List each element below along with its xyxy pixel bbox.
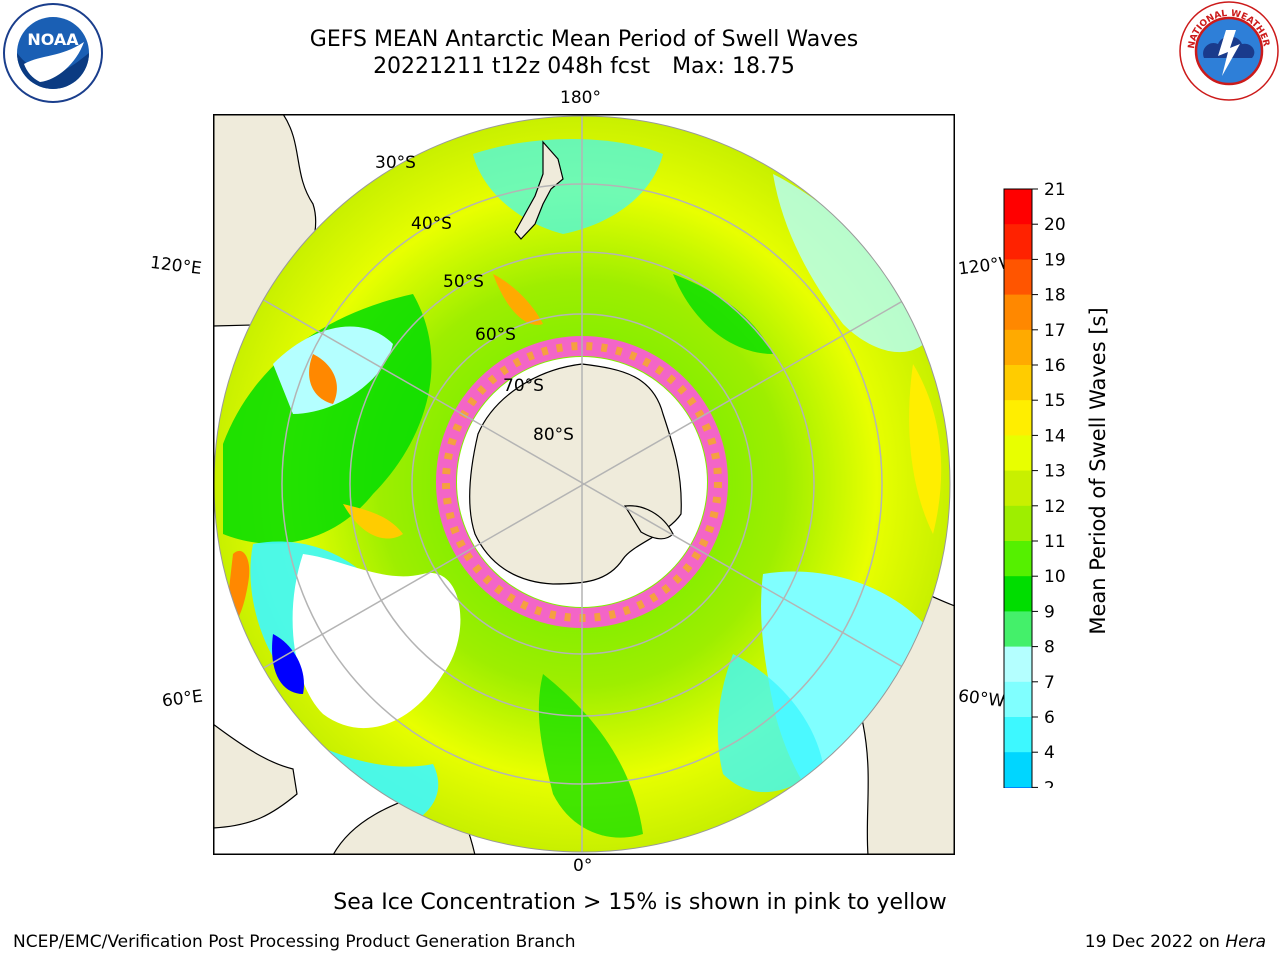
colorbar-tick-label: 7 [1044, 673, 1055, 693]
colorbar-tick-label: 17 [1044, 321, 1066, 341]
svg-text:NOAA: NOAA [27, 30, 79, 49]
colorbar-segment [1004, 752, 1032, 788]
colorbar-tick-label: 20 [1044, 215, 1066, 235]
colorbar-tick-label: 16 [1044, 356, 1066, 376]
colorbar-segment [1004, 717, 1032, 753]
forecast-run: 20221211 t12z 048h fcst [373, 54, 651, 79]
colorbar-segment [1004, 259, 1032, 296]
nws-logo: NATIONAL WEATHER SERVICE [1178, 0, 1279, 101]
colorbar-segment [1004, 576, 1032, 612]
colorbar-segment [1004, 400, 1032, 436]
chart-subtitle: 20221211 t12z 048h fcst Max: 18.75 [0, 54, 1168, 80]
max-value: Max: 18.75 [672, 54, 795, 79]
chart-title: GEFS MEAN Antarctic Mean Period of Swell… [309, 27, 859, 52]
colorbar-segment [1004, 681, 1032, 718]
colorbar-tick-label: 15 [1044, 391, 1066, 411]
sea-ice-caption: Sea Ice Concentration > 15% is shown in … [333, 890, 947, 915]
colorbar-segment [1004, 365, 1032, 401]
lat-label-70s: 70°S [503, 376, 544, 396]
colorbar-tick-label: 2 [1044, 778, 1055, 788]
colorbar-tick-label: 9 [1044, 602, 1055, 622]
colorbar-tick-label: 10 [1044, 567, 1066, 587]
colorbar-tick-label: 11 [1044, 532, 1066, 552]
footer-host: Hera [1225, 932, 1266, 952]
lat-label-30s: 30°S [375, 153, 416, 173]
colorbar-tick-label: 14 [1044, 426, 1066, 446]
colorbar-segment [1004, 470, 1032, 507]
noaa-logo: NOAA [3, 3, 103, 103]
lat-label-80s: 80°S [533, 425, 574, 445]
colorbar-tick-label: 12 [1044, 497, 1066, 517]
colorbar-tick-label: 21 [1044, 180, 1066, 200]
colorbar-segment [1004, 541, 1032, 577]
lon-label-180: 180° [560, 88, 601, 108]
colorbar-tick-label: 18 [1044, 286, 1066, 306]
lat-label-60s: 60°S [475, 325, 516, 345]
colorbar-tick-label: 4 [1044, 743, 1055, 763]
colorbar-tick-label: 19 [1044, 250, 1066, 270]
lon-label-120e: 120°E [148, 252, 203, 280]
colorbar: 21 20 19 18 17 16 15 14 13 12 11 10 9 8 7 6 4 2 [1003, 180, 1066, 788]
polar-map: 30°S 40°S 50°S 60°S 70°S 80°S [213, 114, 955, 855]
colorbar-segment [1004, 189, 1032, 225]
colorbar-segment [1004, 329, 1032, 366]
colorbar-segment [1004, 505, 1032, 542]
footer-credit: NCEP/EMC/Verification Post Processing Pr… [13, 932, 576, 952]
colorbar-segment [1004, 435, 1032, 472]
colorbar-tick-label: 6 [1044, 708, 1055, 728]
lon-label-60e: 60°E [160, 686, 204, 712]
colorbar-segment [1004, 787, 1032, 788]
colorbar-segment [1004, 611, 1032, 648]
colorbar-tick-label: 13 [1044, 462, 1066, 482]
colorbar-label: Mean Period of Swell Waves [s] [1086, 307, 1110, 635]
colorbar-segment [1004, 646, 1032, 683]
footer-date-text: 19 Dec 2022 on [1084, 932, 1220, 952]
lat-label-40s: 40°S [411, 214, 452, 234]
lon-label-0: 0° [573, 856, 593, 876]
colorbar-segment [1004, 294, 1032, 331]
lat-label-50s: 50°S [443, 272, 484, 292]
colorbar-segment [1004, 224, 1032, 260]
colorbar-tick-label: 8 [1044, 638, 1055, 658]
footer-date: 19 Dec 2022 on Hera [1085, 932, 1266, 952]
